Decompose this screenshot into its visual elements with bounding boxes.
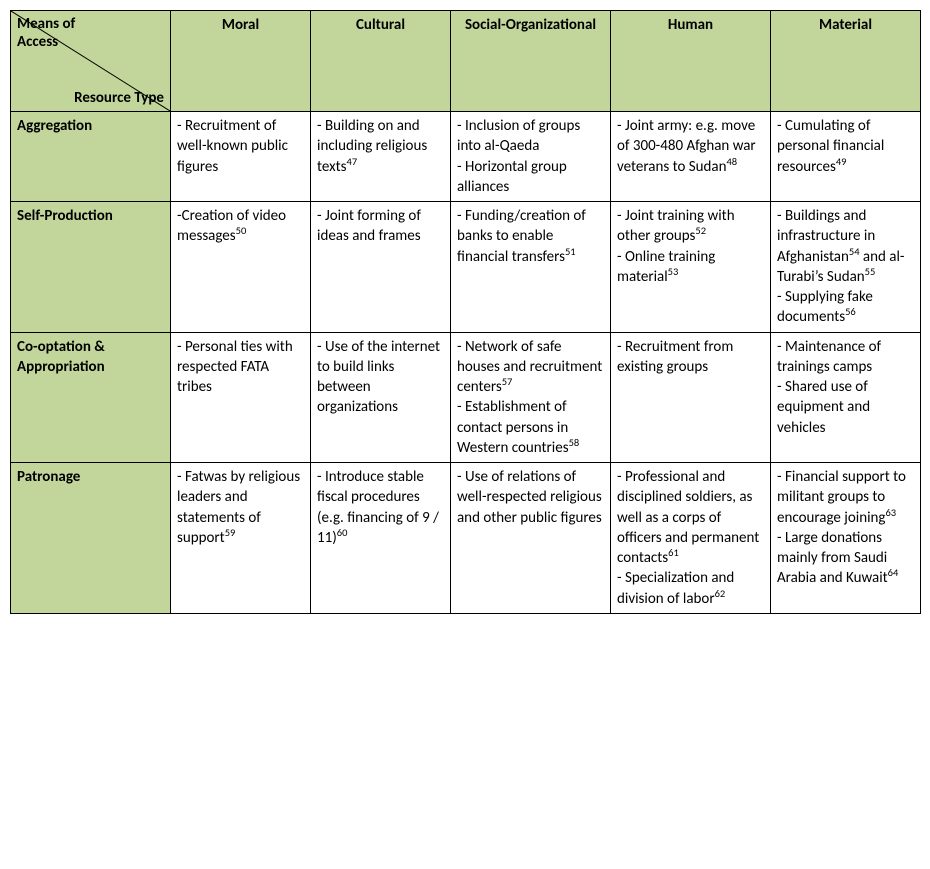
data-cell: - Financial support to militant groups t… xyxy=(771,463,921,614)
data-cell: - Inclusion of groups into al-Qaeda- Hor… xyxy=(451,112,611,202)
data-cell: - Buildings and infrastructure in Afghan… xyxy=(771,202,921,333)
data-cell: - Personal ties with respected FATA trib… xyxy=(171,332,311,463)
data-cell: - Funding/creation of banks to enable fi… xyxy=(451,202,611,333)
data-cell: - Joint training with other groups52- On… xyxy=(611,202,771,333)
row-header: Patronage xyxy=(11,463,171,614)
header-row: Means of Access Resource Type MoralCultu… xyxy=(11,11,921,112)
corner-cell: Means of Access Resource Type xyxy=(11,11,171,112)
data-cell: - Maintenance of trainings camps- Shared… xyxy=(771,332,921,463)
data-cell: - Joint army: e.g. move of 300-480 Afgha… xyxy=(611,112,771,202)
table-row: Aggregation- Recruitment of well-known p… xyxy=(11,112,921,202)
data-cell: - Use of relations of well-respected rel… xyxy=(451,463,611,614)
data-cell: - Recruitment from existing groups xyxy=(611,332,771,463)
corner-top-label: Means of Access xyxy=(17,15,107,51)
col-header: Moral xyxy=(171,11,311,112)
data-cell: - Building on and including religious te… xyxy=(311,112,451,202)
table-row: Patronage- Fatwas by religious leaders a… xyxy=(11,463,921,614)
resource-matrix-table: Means of Access Resource Type MoralCultu… xyxy=(10,10,921,614)
col-header: Human xyxy=(611,11,771,112)
data-cell: - Recruitment of well-known public figur… xyxy=(171,112,311,202)
row-header: Aggregation xyxy=(11,112,171,202)
data-cell: - Introduce stable fiscal procedures (e.… xyxy=(311,463,451,614)
data-cell: -Creation of video messages50 xyxy=(171,202,311,333)
col-header: Cultural xyxy=(311,11,451,112)
data-cell: - Fatwas by religious leaders and statem… xyxy=(171,463,311,614)
col-header: Material xyxy=(771,11,921,112)
row-header: Self-Production xyxy=(11,202,171,333)
table-row: Co-optation & Appropriation- Personal ti… xyxy=(11,332,921,463)
corner-bottom-label: Resource Type xyxy=(74,89,164,107)
data-cell: - Cumulating of personal financial resou… xyxy=(771,112,921,202)
row-header: Co-optation & Appropriation xyxy=(11,332,171,463)
col-header: Social-Organizational xyxy=(451,11,611,112)
table-row: Self-Production-Creation of video messag… xyxy=(11,202,921,333)
data-cell: - Joint forming of ideas and frames xyxy=(311,202,451,333)
data-cell: - Use of the internet to build links bet… xyxy=(311,332,451,463)
data-cell: - Professional and disciplined soldiers,… xyxy=(611,463,771,614)
data-cell: - Network of safe houses and recruitment… xyxy=(451,332,611,463)
